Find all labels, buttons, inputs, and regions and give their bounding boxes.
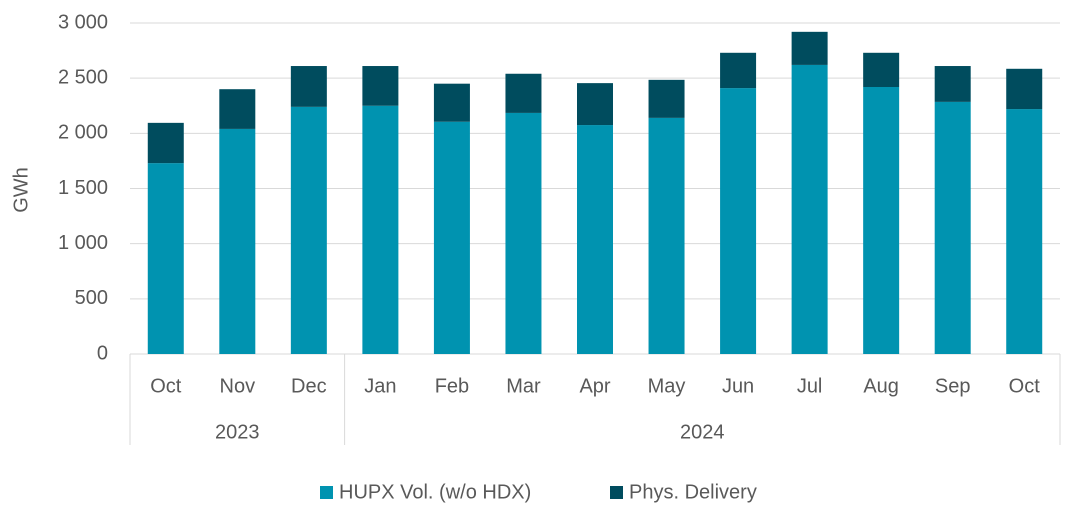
x-tick-label: Mar [506, 375, 541, 397]
y-tick-label: 1 500 [58, 177, 108, 199]
bar-segment [147, 122, 184, 164]
bar-segment [1006, 68, 1043, 110]
y-tick-label: 2 000 [58, 122, 108, 144]
x-tick-label: Jul [797, 375, 823, 397]
y-tick-label: 500 [75, 287, 108, 309]
bar-segment [934, 101, 971, 354]
bar-segment [1006, 109, 1043, 354]
y-tick-label: 0 [97, 342, 108, 364]
bar-segment [219, 89, 256, 129]
y-tick-label: 2 500 [58, 66, 108, 88]
bar-segment [577, 125, 613, 354]
bar-segment [577, 83, 613, 126]
bar-segment [505, 73, 542, 113]
y-tick-label: 3 000 [58, 11, 108, 33]
x-tick-label: May [648, 375, 686, 397]
x-tick-label: Nov [220, 375, 256, 397]
bar-segment [934, 66, 971, 102]
bar-segment [863, 52, 900, 87]
legend-swatch [610, 486, 623, 499]
x-tick-label: Sep [935, 375, 971, 397]
legend-label: HUPX Vol. (w/o HDX) [339, 481, 531, 503]
year-label: 2023 [215, 421, 260, 443]
year-label: 2024 [680, 421, 725, 443]
bar-segment [863, 86, 900, 354]
legend-label: Phys. Delivery [629, 481, 757, 503]
bar-segment [147, 163, 184, 354]
bar-segment [791, 31, 828, 65]
y-tick-label: 1 000 [58, 232, 108, 254]
bar-segment [219, 128, 256, 354]
x-tick-label: Apr [579, 375, 610, 397]
bar-segment [720, 52, 757, 89]
bar-segment [791, 64, 828, 354]
x-tick-label: Jan [364, 375, 396, 397]
x-tick-label: Dec [291, 375, 327, 397]
bar-segment [290, 66, 327, 107]
y-axis-title: GWh [10, 167, 32, 213]
bar-segment [720, 88, 757, 354]
x-tick-label: Oct [1009, 375, 1041, 397]
x-tick-label: Oct [150, 375, 182, 397]
x-tick-label: Aug [863, 375, 899, 397]
x-tick-label: Jun [722, 375, 754, 397]
bar-segment [648, 117, 685, 355]
bar-segment [648, 79, 685, 118]
bar-segment [290, 106, 327, 354]
bar-segment [433, 121, 470, 354]
bar-segment [505, 112, 542, 355]
x-tick-label: Feb [435, 375, 469, 397]
bar-segment [362, 66, 399, 106]
legend-swatch [320, 486, 333, 499]
bar-segment [433, 83, 470, 122]
bar-segment [362, 105, 399, 354]
